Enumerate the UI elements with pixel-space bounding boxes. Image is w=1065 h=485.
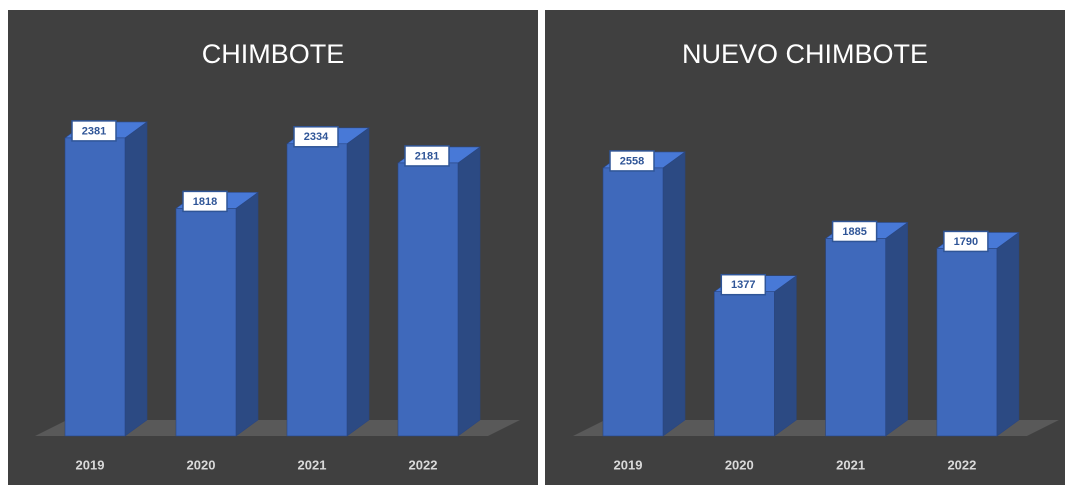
data-label: 1818 <box>193 196 217 208</box>
data-label: 2558 <box>620 155 644 167</box>
data-label-box <box>943 230 989 253</box>
x-tick-label: 2020 <box>725 457 754 472</box>
x-tick-label: 2021 <box>298 457 327 472</box>
chart-title: CHIMBOTE <box>202 39 345 69</box>
x-tick-label: 2022 <box>947 457 976 472</box>
bar-side <box>124 121 148 437</box>
bar-side <box>662 151 686 437</box>
data-label: 1377 <box>731 279 755 291</box>
x-tick-label: 2019 <box>76 457 105 472</box>
x-tick-label: 2019 <box>614 457 643 472</box>
data-label: 1790 <box>954 236 978 248</box>
bar <box>936 248 998 437</box>
data-label-box <box>182 190 228 213</box>
bar-side <box>885 221 908 437</box>
bar-side <box>773 275 797 437</box>
data-label: 2181 <box>415 150 439 162</box>
data-label-box <box>293 126 339 148</box>
data-label: 2334 <box>304 131 329 143</box>
bar-side <box>457 146 481 437</box>
data-label: 1885 <box>842 226 866 238</box>
bar <box>397 162 459 437</box>
data-label-box <box>609 150 655 172</box>
data-label-box <box>831 220 878 243</box>
bar-side <box>346 127 370 437</box>
bar <box>602 167 664 437</box>
bar <box>825 238 886 437</box>
bar-side <box>235 191 259 437</box>
bar <box>175 208 237 437</box>
data-label: 2381 <box>82 125 106 137</box>
x-tick-label: 2022 <box>409 457 438 472</box>
x-tick-label: 2020 <box>187 457 216 472</box>
bar <box>713 291 775 437</box>
bar <box>64 137 126 437</box>
chart-title: NUEVO CHIMBOTE <box>682 39 928 69</box>
bar-side <box>996 231 1020 437</box>
bar <box>286 143 348 437</box>
data-label-box <box>71 120 117 142</box>
data-label-box <box>404 145 450 167</box>
x-tick-label: 2021 <box>836 457 865 472</box>
data-label-box <box>720 273 767 296</box>
